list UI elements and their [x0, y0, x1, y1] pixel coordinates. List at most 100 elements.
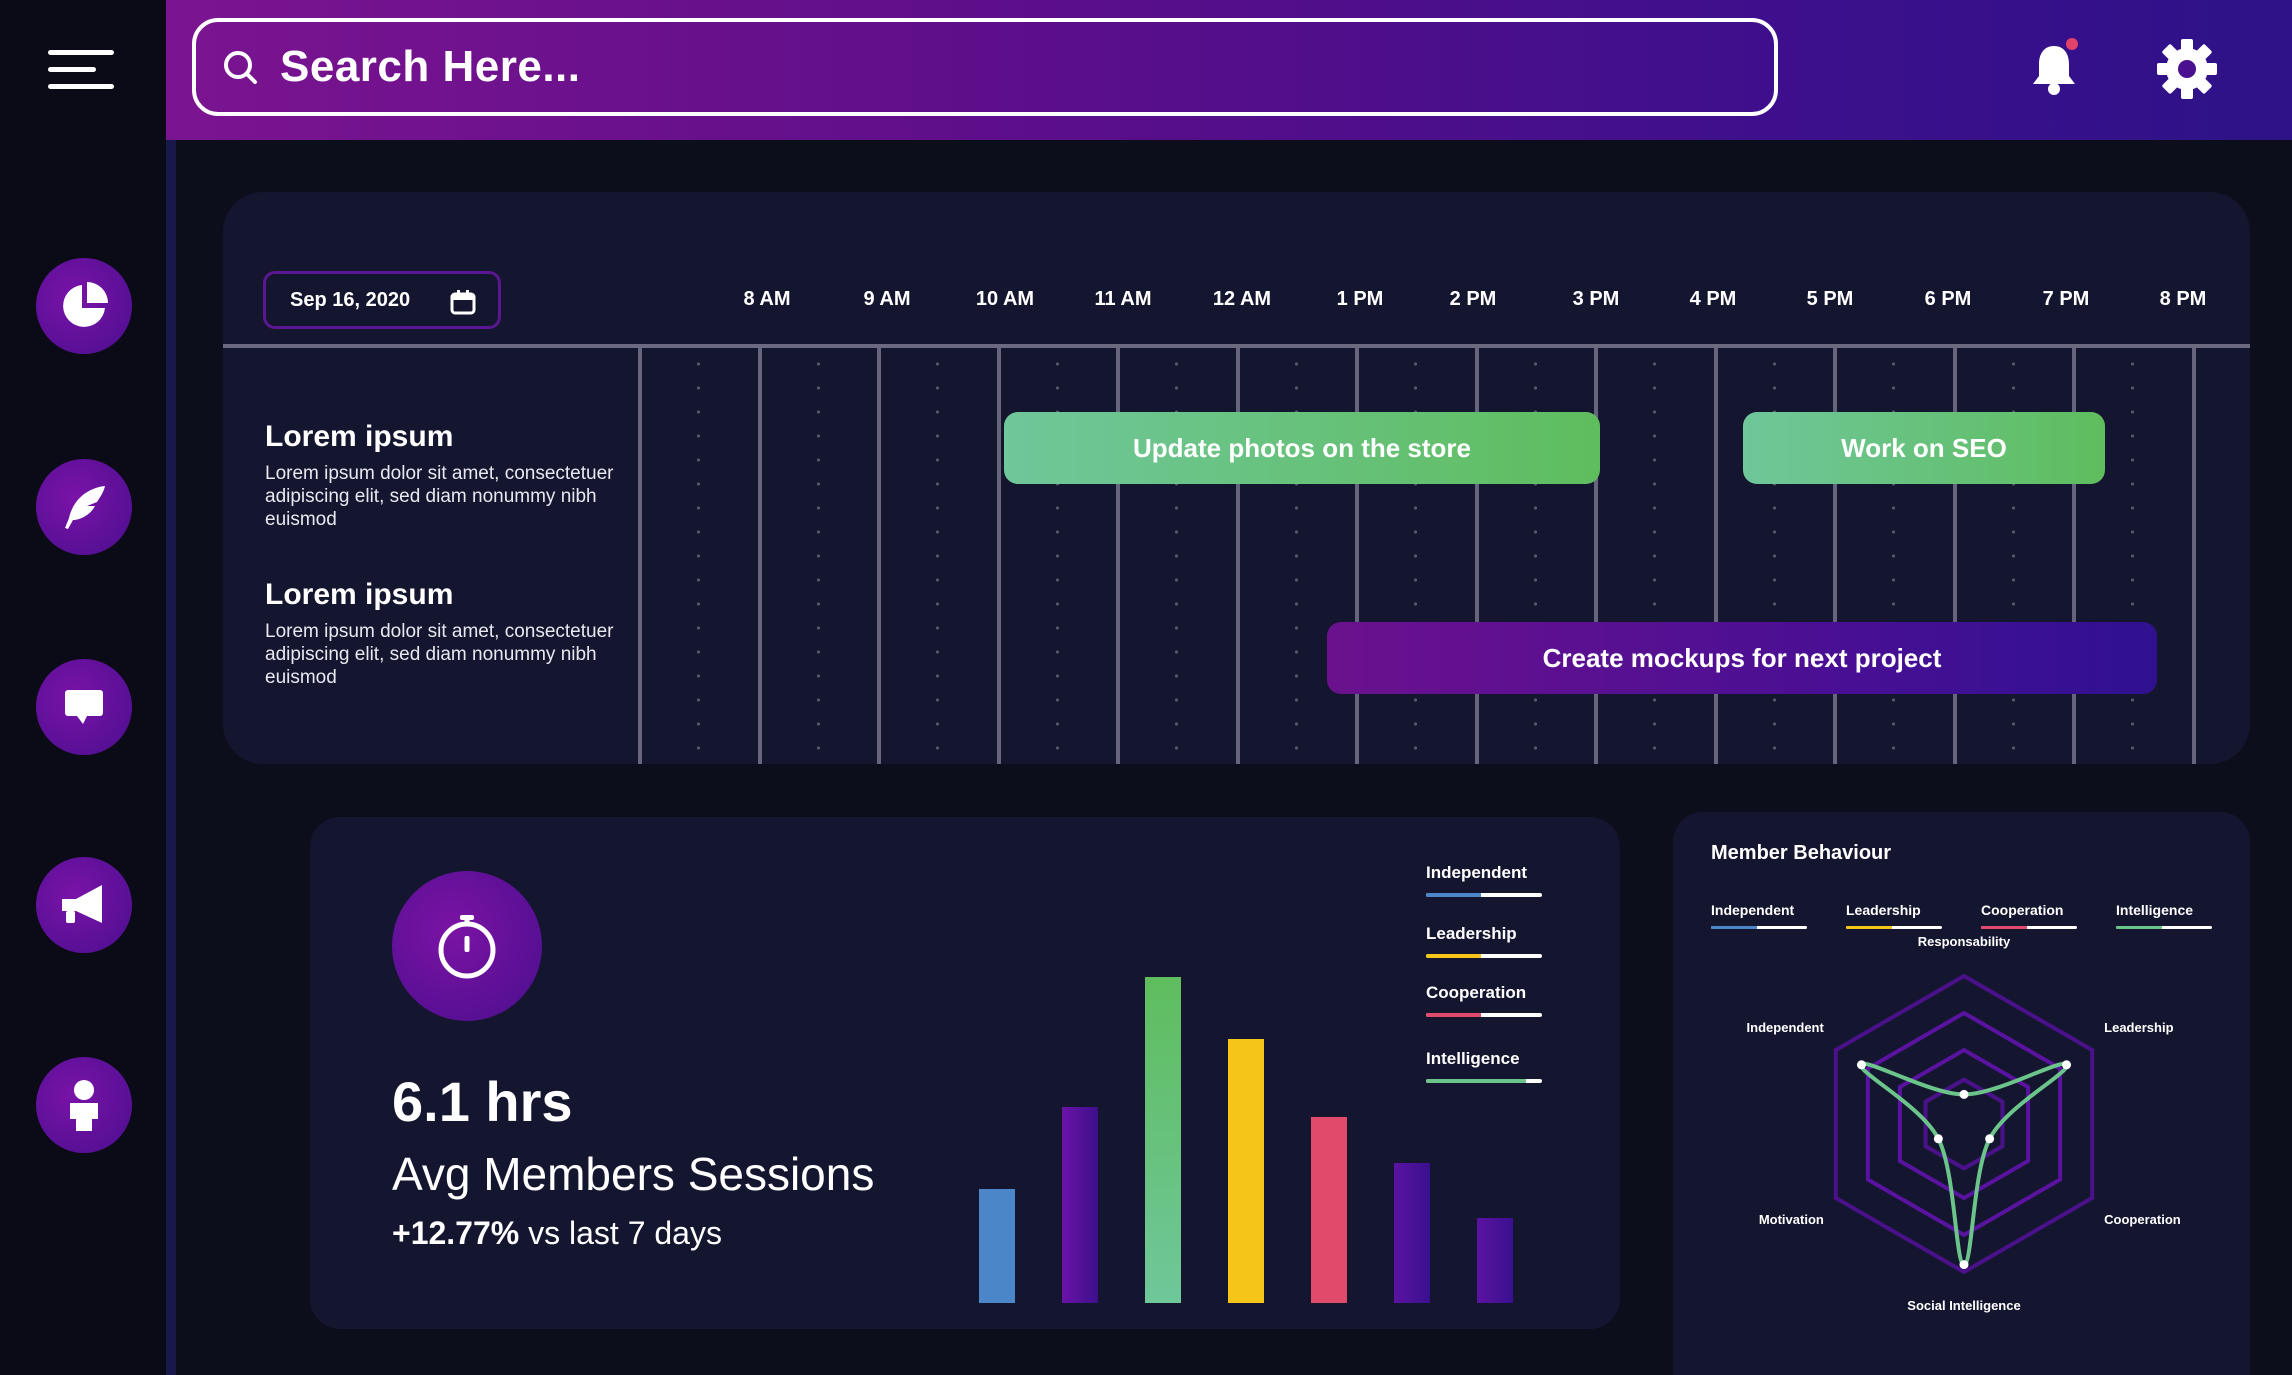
radar-axis-label: Leadership — [2104, 1020, 2173, 1035]
timeline-hour-line — [1833, 348, 1837, 764]
hour-label: 3 PM — [1572, 288, 1620, 310]
bell-icon[interactable] — [2026, 38, 2082, 98]
timeline-hour-line — [877, 348, 881, 764]
timeline-hour-line — [1474, 348, 1479, 764]
nav-dashboard-button[interactable] — [36, 258, 132, 354]
legend-label: Leadership — [1846, 902, 1921, 918]
bar-2 — [1145, 977, 1181, 1303]
top-bar: Search Here... — [166, 0, 2292, 140]
timer-icon — [438, 915, 496, 979]
timeline-half-hour-line — [1892, 352, 1895, 762]
legend-label: Independent — [1711, 902, 1795, 918]
legend-line — [1981, 926, 2077, 929]
radar-axis-label: Independent — [1747, 1020, 1825, 1035]
radar-point — [1959, 1089, 1969, 1099]
sessions-card: 6.1 hrs Avg Members Sessions +12.77% vs … — [310, 817, 1620, 1329]
radar-ring — [1865, 1010, 2063, 1238]
legend-label: Leadership — [1426, 924, 1517, 943]
timeline-half-hour-line — [936, 352, 939, 762]
radar-ring — [1833, 973, 2095, 1275]
task-update-photos[interactable]: Update photos on the store — [1004, 412, 1600, 484]
hour-label: 11 AM — [1094, 288, 1152, 310]
timeline-half-hour-line — [1294, 352, 1298, 762]
legend-label: Independent — [1426, 863, 1528, 882]
bar-5 — [1394, 1162, 1430, 1303]
timeline-hour-line — [996, 348, 1001, 764]
timeline-half-hour-line — [1653, 352, 1656, 762]
user-icon — [70, 1080, 98, 1131]
date-text: Sep 16, 2020 — [290, 288, 411, 311]
legend-line — [1426, 893, 1542, 897]
timeline-hour-line — [2191, 348, 2196, 764]
radar-point — [2062, 1060, 2072, 1070]
timer-badge — [392, 871, 542, 1021]
date-picker[interactable]: Sep 16, 2020 — [263, 271, 501, 329]
timeline-hour-line — [2072, 348, 2076, 764]
bar-0 — [979, 1188, 1015, 1303]
sidebar-divider — [166, 140, 176, 1375]
menu-icon[interactable] — [48, 50, 114, 90]
behaviour-legend-independent: Independent — [1711, 902, 1807, 929]
hour-label: 7 PM — [2042, 288, 2090, 310]
bar-6 — [1477, 1218, 1513, 1303]
legend-independent: Independent — [1426, 863, 1546, 897]
legend-line — [2116, 926, 2212, 929]
radar-axis-label: Responsability — [1918, 934, 2011, 949]
gear-icon[interactable] — [2156, 38, 2218, 100]
feather-icon — [65, 486, 105, 529]
radar-point — [1959, 1260, 1969, 1270]
timeline-half-hour-line — [1772, 352, 1776, 762]
nav-messages-button[interactable] — [36, 659, 132, 755]
legend-label: Intelligence — [2116, 902, 2194, 918]
task-create-mockups[interactable]: Create mockups for next project — [1327, 622, 2157, 694]
bar-4 — [1311, 1117, 1347, 1303]
radar-axis-label: Cooperation — [2104, 1212, 2181, 1227]
sessions-bar-chart — [960, 817, 1520, 1303]
radar-axis-label: Social Intelligence — [1907, 1298, 2020, 1313]
radar-point — [1933, 1134, 1943, 1144]
legend-line — [1846, 926, 1942, 929]
nav-profile-button[interactable] — [36, 1057, 132, 1153]
hour-label: 5 PM — [1806, 288, 1854, 310]
pie-chart-icon — [63, 282, 108, 327]
delta-suffix: vs last 7 days — [519, 1215, 722, 1251]
radar-ring — [1897, 1047, 2031, 1201]
row-description: Lorem ipsum dolor sit amet, consectetuer… — [265, 621, 614, 688]
hour-label: 10 AM — [975, 288, 1035, 310]
schedule-timeline: Sep 16, 2020 8 AM 9 AM 10 AM 11 AM 12 AM… — [223, 192, 2250, 764]
legend-label: Cooperation — [1426, 983, 1527, 1002]
radar-point — [1985, 1134, 1995, 1144]
timeline-half-hour-line — [1175, 352, 1178, 762]
radar-ring — [1923, 1077, 2005, 1171]
chat-icon — [65, 690, 103, 724]
bar-1 — [1062, 1107, 1098, 1303]
row-description: Lorem ipsum dolor sit amet, consectetuer… — [265, 463, 614, 530]
radar-axis-label: Motivation — [1759, 1212, 1824, 1227]
search-placeholder: Search Here... — [280, 42, 581, 91]
avg-session-label: Avg Members Sessions — [392, 1148, 875, 1200]
megaphone-icon — [62, 885, 102, 923]
search-input[interactable]: Search Here... — [192, 18, 1778, 116]
timeline-half-hour-line — [2131, 352, 2134, 762]
timeline-header-divider — [223, 344, 2250, 348]
legend-line — [1426, 954, 1542, 958]
session-delta: +12.77% vs last 7 days — [392, 1215, 722, 1252]
timeline-hour-line — [1116, 348, 1120, 764]
nav-write-button[interactable] — [36, 459, 132, 555]
timeline-hour-line — [1713, 348, 1718, 764]
nav-campaigns-button[interactable] — [36, 857, 132, 953]
timeline-hour-line — [757, 348, 762, 764]
timeline-hour-line — [1952, 348, 1957, 764]
timeline-half-hour-line — [1055, 352, 1059, 762]
radar-point — [1856, 1060, 1866, 1070]
legend-cooperation: Cooperation — [1426, 983, 1546, 1017]
behaviour-legend-intelligence: Intelligence — [2116, 902, 2212, 929]
row-title: Lorem ipsum — [265, 420, 454, 453]
task-work-on-seo[interactable]: Work on SEO — [1743, 412, 2105, 484]
delta-percent: +12.77% — [392, 1215, 520, 1251]
member-behaviour-card: Member Behaviour Independent Leadership … — [1673, 812, 2250, 1375]
timeline-half-hour-line — [1533, 352, 1537, 762]
legend-label: Cooperation — [1981, 902, 2064, 918]
hour-label: 2 PM — [1449, 288, 1497, 310]
timeline-half-hour-line — [2011, 352, 2015, 762]
